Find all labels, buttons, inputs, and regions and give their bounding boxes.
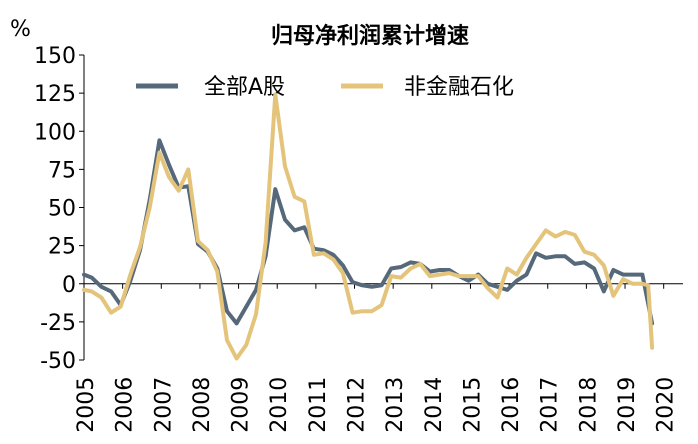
legend-label-series-2: 非金融石化 — [404, 75, 514, 100]
series-layer — [82, 92, 655, 361]
y-tick-label: 75 — [48, 158, 76, 183]
x-tick-label: 2016 — [499, 377, 524, 433]
legend: 全部A股 非金融石化 — [136, 75, 514, 100]
y-tick-label: 0 — [62, 273, 76, 298]
y-tick-label: 150 — [34, 44, 76, 69]
y-tick-label: 50 — [48, 197, 76, 222]
y-tick-label: 125 — [34, 82, 76, 107]
x-tick-label: 2009 — [229, 377, 254, 433]
legend-label-series-1: 全部A股 — [204, 75, 285, 100]
x-tick-label: 2018 — [576, 377, 601, 433]
x-tick-label: 2010 — [267, 377, 292, 433]
y-tick-label: -25 — [40, 311, 76, 336]
x-tick-label: 2011 — [306, 377, 331, 433]
series-line-2 — [82, 92, 655, 361]
x-tick-label: 2006 — [113, 377, 138, 433]
x-tick-label: 2012 — [345, 377, 370, 433]
x-tick-label: 2013 — [383, 377, 408, 433]
x-tick-label: 2015 — [460, 377, 485, 433]
x-tick-label: 2007 — [151, 377, 176, 433]
y-tick-label: -50 — [40, 349, 76, 374]
x-tick-label: 2017 — [538, 377, 563, 433]
y-tick-label: 25 — [48, 235, 76, 260]
y-axis-unit: % — [10, 17, 31, 42]
series-line-1 — [82, 138, 655, 326]
x-tick-label: 2005 — [74, 377, 99, 433]
x-tick-label: 2019 — [615, 377, 640, 433]
x-tick-label: 2020 — [654, 377, 679, 433]
x-tick-label: 2008 — [190, 377, 215, 433]
y-tick-label: 100 — [34, 120, 76, 145]
chart-title: 归母净利润累计增速 — [271, 23, 469, 49]
x-tick-label: 2014 — [422, 377, 447, 433]
axes: 150 125 100 75 50 25 0 -25 -50 2005 2006 2007 2008 20… — [34, 44, 683, 433]
